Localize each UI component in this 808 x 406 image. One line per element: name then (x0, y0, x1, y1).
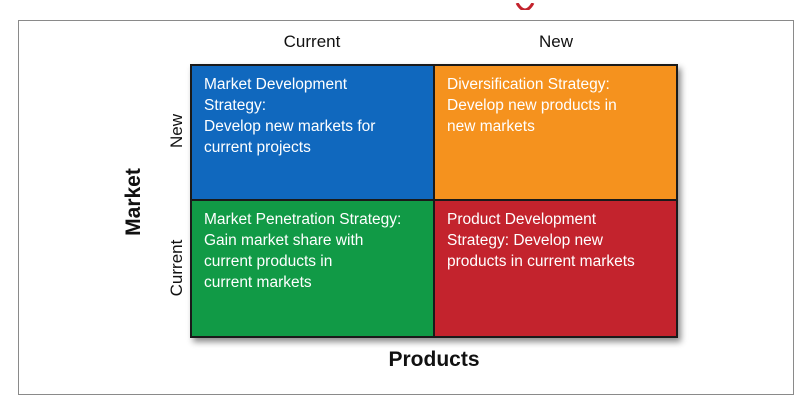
row-label-current: Current (167, 239, 186, 297)
quadrant-text-line: new markets (447, 118, 535, 135)
quadrant-text-line: Market Penetration Strategy: (204, 211, 402, 228)
quadrant-text-line: Product Development (447, 211, 597, 228)
quadrant-text-line: Develop new products in (447, 97, 617, 114)
quadrant-text-line: current markets (204, 274, 312, 291)
axis-label-products: Products (388, 348, 480, 371)
quadrant-market-penetration: Market Penetration Strategy: Gain market… (192, 201, 435, 336)
quadrant-text-line: Market Development (204, 76, 348, 93)
row-label-new: New (167, 114, 186, 149)
axis-label-market: Market (122, 168, 145, 236)
ansoff-matrix: Market Development Strategy: Develop new… (190, 64, 678, 338)
quadrant-text-line: Gain market share with (204, 232, 364, 249)
quadrant-text-line: Strategy: (204, 97, 267, 114)
quadrant-text-line: Strategy: Develop new (447, 232, 603, 249)
quadrant-text-line: products in current markets (447, 253, 635, 270)
column-label-current: Current (283, 32, 341, 51)
quadrant-product-development: Product Development Strategy: Develop ne… (435, 201, 676, 336)
quadrant-text-line: Diversification Strategy: (447, 76, 610, 93)
column-label-new: New (538, 32, 573, 51)
cropped-title-fragment (515, 0, 535, 10)
quadrant-diversification: Diversification Strategy: Develop new pr… (435, 66, 676, 201)
quadrant-text-line: current products in (204, 253, 333, 270)
quadrant-market-development: Market Development Strategy: Develop new… (192, 66, 435, 201)
quadrant-text-line: Develop new markets for (204, 118, 376, 135)
figure-frame (18, 20, 794, 395)
quadrant-text-line: current projects (204, 139, 311, 156)
